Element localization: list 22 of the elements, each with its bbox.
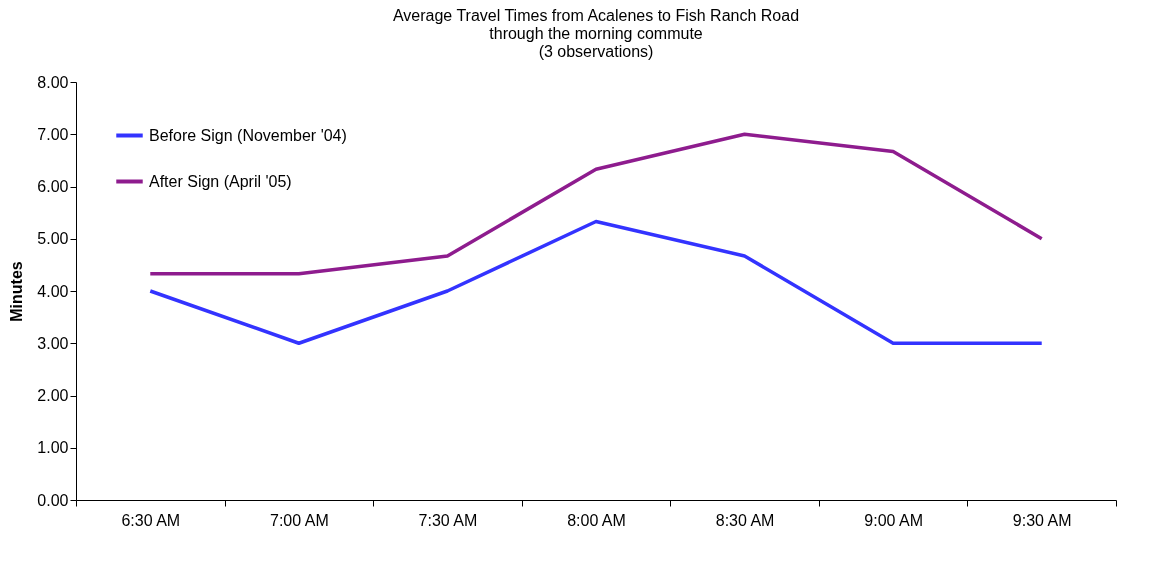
legend-label: Before Sign (November '04) bbox=[149, 126, 347, 144]
legend-label: After Sign (April '05) bbox=[149, 172, 292, 190]
x-tick-label: 9:00 AM bbox=[864, 511, 923, 529]
x-tick-label: 8:00 AM bbox=[567, 511, 626, 529]
line-series bbox=[148, 219, 1044, 345]
y-tick-label: 1.00 bbox=[37, 439, 69, 457]
y-tick-label: 8.00 bbox=[37, 73, 69, 91]
y-tick-label: 6.00 bbox=[37, 178, 69, 195]
y-axis-title: Minutes bbox=[8, 261, 26, 322]
x-tick-label: 7:00 AM bbox=[270, 511, 329, 529]
y-tick-label: 7.00 bbox=[37, 125, 69, 143]
y-tick-label: 5.00 bbox=[37, 230, 69, 248]
chart-subtitle: through the morning commute (3 observations) bbox=[489, 25, 703, 60]
y-tick-label: 2.00 bbox=[37, 387, 69, 404]
y-tick-label: 0.00 bbox=[37, 491, 69, 509]
y-tick-label: 3.00 bbox=[37, 334, 69, 352]
x-tick-label: 7:30 AM bbox=[418, 511, 478, 529]
chart-title: Average Travel Times from Acalenes to Fish Ranch Road bbox=[392, 7, 800, 24]
x-tick-label: 6:30 AM bbox=[121, 511, 181, 529]
y-tick-label: 4.00 bbox=[37, 282, 69, 300]
x-tick-label: 8:30 AM bbox=[715, 511, 775, 529]
x-tick-label: 9:30 AM bbox=[1012, 511, 1072, 529]
